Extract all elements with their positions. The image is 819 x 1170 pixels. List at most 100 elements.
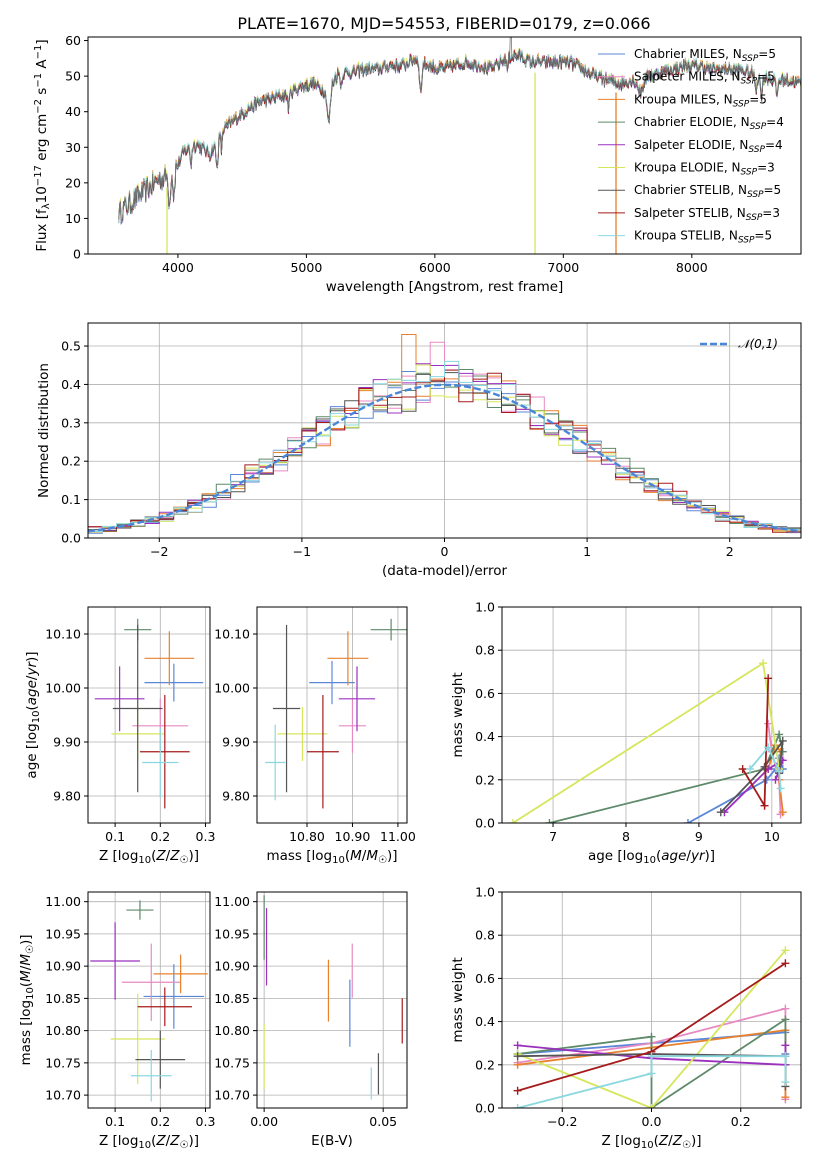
legend-entry: Chabrier ELODIE, NSSP=4 (634, 115, 784, 132)
plot-area-weight_vs_age (508, 659, 787, 823)
panel-mass_vs_ebv: 0.00 0.05 10.70 10.75 10.80 10.85 10.90 10.95 11… (214, 891, 408, 1149)
plot-area-mass_vs_Z (90, 900, 208, 1102)
legend-entry-value: =3 (757, 161, 775, 175)
x-axis-label-part: mass [log (266, 848, 332, 864)
y-tick-label: 10.80 (214, 1023, 250, 1038)
weight-marker (781, 1004, 790, 1013)
weight-marker (513, 1060, 522, 1069)
panel-residuals: −2 −1 0 1 2 0.0 0.1 0.2 0.3 0.4 0.5 𝒩(0,1) (data-mod… (36, 322, 802, 579)
y-tick-label: 0.5 (61, 339, 81, 354)
weight-line (517, 949, 787, 1108)
x-tick-label: 9 (695, 829, 703, 844)
legend-entry-value: =4 (766, 115, 784, 129)
legend-entry-value: =3 (762, 206, 780, 220)
y-axis-label-part: age (24, 680, 40, 705)
errorbar-point (370, 618, 407, 641)
weight-marker (781, 1015, 790, 1024)
x-axis-label-part: / (166, 1133, 171, 1149)
x-axis-label-part: )] (188, 1133, 199, 1149)
errorbar-point (327, 631, 369, 686)
y-axis-label-part: −2 (33, 99, 44, 114)
y-tick-label: 50 (65, 69, 81, 84)
y-axis-label-part: age [log (24, 723, 40, 778)
y-axis-label: mass [log10(M/M☉)] (18, 934, 36, 1065)
weight-marker (760, 762, 769, 771)
legend-entry: Salpeter ELODIE, NSSP=4 (634, 138, 783, 155)
y-tick-label: 60 (65, 33, 81, 48)
y-axis-label-part: 10 (25, 987, 36, 1000)
y-axis-label-part: )] (18, 934, 34, 945)
x-axis-label-part: )] (705, 848, 716, 864)
x-tick-label: −0.2 (547, 1114, 577, 1129)
legend-entry-subscript: SSP (746, 213, 763, 223)
legend-entry-subscript: SSP (741, 77, 758, 87)
legend-entry-subscript: SSP (742, 54, 759, 64)
legend-entry-name: Kroupa MILES, N (634, 92, 733, 106)
weight-marker (781, 946, 790, 955)
x-tick-label: 8000 (676, 260, 708, 275)
weight-marker (775, 730, 784, 739)
x-axis-label: Z [log10(Z/Z☉)] (99, 1133, 199, 1151)
histogram-step (88, 360, 801, 532)
x-axis-label-part: M (366, 848, 378, 864)
y-axis-label-part: ( (18, 982, 34, 987)
legend-entry-name: Salpeter STELIB, N (634, 206, 746, 220)
x-tick-label: 0.1 (105, 1114, 125, 1129)
x-axis-label-part: ( (654, 1133, 659, 1149)
weight-marker (764, 719, 773, 728)
errorbar-point (142, 727, 179, 798)
y-tick-label: 10.75 (45, 1055, 81, 1070)
x-tick-label: 0.00 (250, 1114, 278, 1129)
y-tick-label: 10.00 (45, 681, 81, 696)
legend-entry-value: =5 (757, 70, 775, 84)
plot-area-residuals (88, 334, 801, 534)
axes-frame (87, 891, 211, 1109)
legend-entry-name: Chabrier ELODIE, N (634, 115, 750, 129)
weight-marker (781, 1093, 790, 1102)
y-axis-label-part: mass weight (450, 672, 466, 757)
x-axis-label-part: E(B-V) (311, 1133, 353, 1149)
x-axis-label-part: ☉ (378, 855, 387, 866)
errorbar-point (153, 954, 208, 994)
x-tick-label: 0.3 (196, 1114, 216, 1129)
y-tick-label: 0.4 (475, 1014, 495, 1029)
x-axis-label-part: age [log (588, 848, 643, 864)
y-tick-label: 10.95 (214, 926, 250, 941)
x-axis-label-part: / (362, 848, 367, 864)
y-axis-label-part: )] (24, 651, 40, 662)
legend-entry-value: =4 (765, 138, 783, 152)
y-axis-label-part: 10 (31, 711, 42, 724)
weight-line (517, 1017, 787, 1108)
x-axis-label-part: Z (658, 1133, 669, 1149)
x-axis-label-part: ☉ (682, 1140, 691, 1151)
legend-entry-subscript: SSP (733, 99, 750, 109)
y-axis-label-part: −17 (33, 165, 44, 186)
plot-area-age_vs_mass (265, 618, 407, 809)
legend-entry: Kroupa MILES, NSSP=5 (634, 92, 767, 109)
legend-entry-name: Salpeter MILES, N (634, 70, 741, 84)
x-axis-label: mass [log10(M/M☉)] (266, 848, 397, 866)
x-axis-label-part: ☉ (179, 855, 188, 866)
y-tick-label: 10.80 (45, 1023, 81, 1038)
y-tick-label: 9.80 (53, 789, 81, 804)
legend-entry-value: =5 (764, 183, 782, 197)
y-axis-label-part: λ (41, 203, 52, 209)
legend-entry-subscript: SSP (750, 122, 767, 132)
weight-marker (513, 1086, 522, 1095)
legend-entry-value: =5 (758, 47, 776, 61)
legend-entry: Chabrier MILES, NSSP=5 (634, 47, 776, 64)
legend-entry-subscript: SSP (741, 168, 758, 178)
histogram-step (88, 372, 801, 532)
errorbar-point (144, 663, 204, 702)
errorbar-point (143, 964, 205, 1029)
weight-marker (545, 819, 554, 823)
weight-marker (745, 765, 754, 773)
plot-area-weight_vs_Z (513, 946, 790, 1108)
weight-marker (647, 1032, 656, 1041)
x-axis-label-part: Z (155, 848, 166, 864)
plot-area-mass_vs_ebv (263, 895, 403, 1100)
x-tick-label: 10 (764, 829, 780, 844)
x-axis-label-part: ☉ (179, 1140, 188, 1151)
weight-marker (781, 1041, 790, 1050)
errorbar-point (272, 624, 301, 793)
